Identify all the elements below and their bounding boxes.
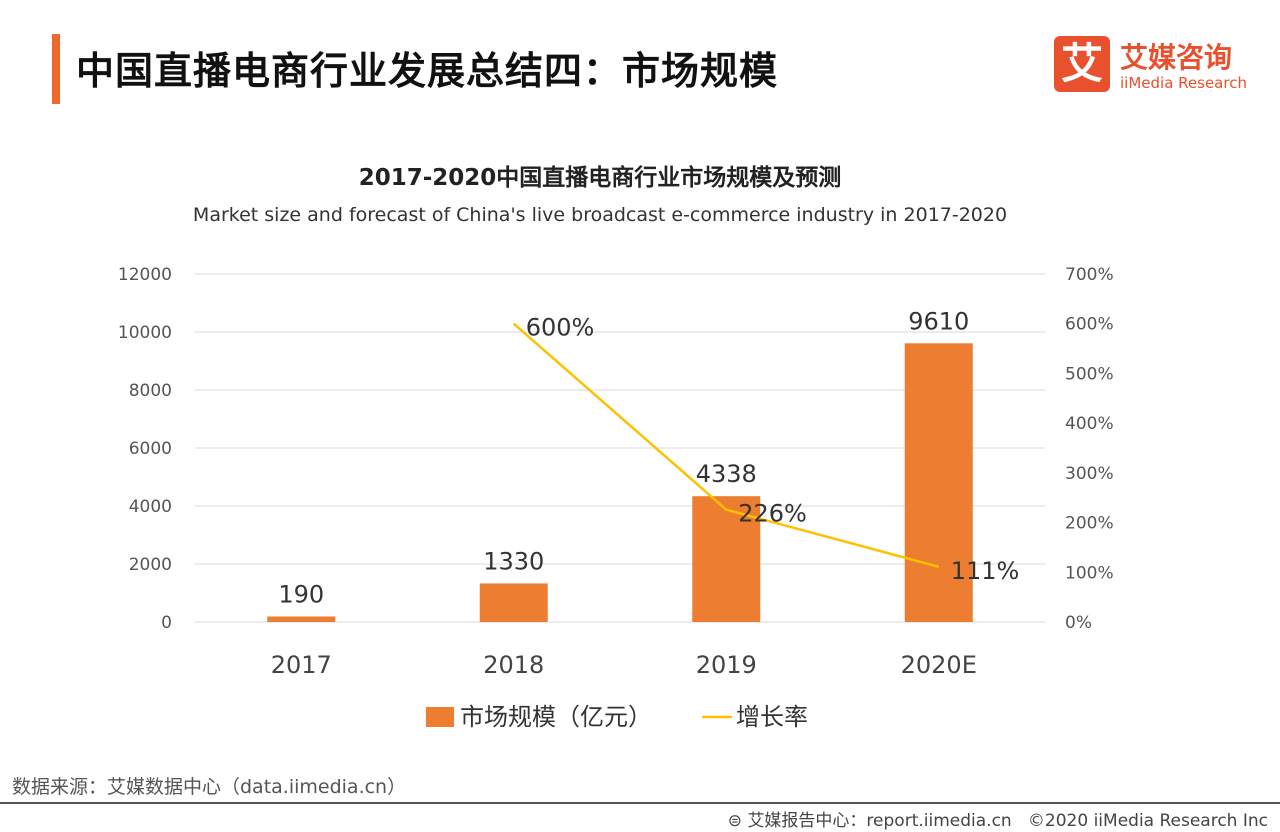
chart-title: 2017-2020中国直播电商行业市场规模及预测 (358, 165, 842, 191)
iimedia-logo: 艾 艾媒咨询 iiMedia Research (1054, 36, 1254, 96)
bar-label: 9610 (908, 307, 969, 335)
y-right-tick: 100% (1065, 563, 1114, 583)
line-label: 111% (951, 557, 1020, 585)
bar-label: 4338 (696, 460, 757, 488)
y-left-tick: 0 (161, 613, 172, 633)
report-site: 艾媒报告中心：report.iimedia.cn (747, 811, 1012, 831)
y-right-tick: 0% (1065, 613, 1092, 633)
y-left-tick: 8000 (129, 381, 172, 401)
y-right-tick: 500% (1065, 364, 1114, 384)
y-right-tick: 400% (1065, 414, 1114, 434)
chart-subtitle: Market size and forecast of China's live… (192, 204, 1008, 226)
data-source: 数据来源：艾媒数据中心（data.iimedia.cn） (12, 776, 407, 798)
line-label: 600% (526, 314, 595, 342)
bar-2020E (904, 343, 973, 622)
chart: 0 2000 4000 6000 8000 10000 12000 0% 100% 200% 300… (118, 265, 1114, 731)
logo-mark: 艾 (1054, 36, 1110, 92)
logo-en: iiMedia Research (1120, 74, 1247, 92)
bar-2019 (692, 496, 761, 622)
y-left-tick: 12000 (118, 265, 172, 285)
legend-label-bar: 市场规模（亿元） (460, 703, 652, 731)
page-title: 中国直播电商行业发展总结四：市场规模 (76, 49, 779, 93)
x-tick: 2017 (271, 651, 332, 679)
y-left-tick: 10000 (118, 323, 172, 343)
legend-swatch-bar (426, 707, 454, 727)
bar-label: 190 (278, 580, 324, 608)
x-tick: 2019 (696, 651, 757, 679)
y-left-tick: 2000 (129, 555, 172, 575)
bar-label: 1330 (483, 547, 544, 575)
growth-rate-line (512, 322, 940, 569)
title-accent-bar (52, 34, 60, 104)
x-tick: 2020E (901, 651, 977, 679)
bar-2017 (267, 616, 336, 622)
y-right-tick: 300% (1065, 464, 1114, 484)
copyright: ©2020 iiMedia Research Inc (1027, 811, 1268, 831)
logo-cn: 艾媒咨询 (1120, 41, 1233, 74)
report-icon: ⊜ (727, 811, 748, 831)
line-label: 226% (738, 500, 807, 528)
y-right-tick: 700% (1065, 265, 1114, 285)
footer-divider (0, 802, 1280, 804)
y-right-tick: 200% (1065, 514, 1114, 534)
y-left-tick: 4000 (129, 497, 172, 517)
bar-2018 (479, 583, 548, 622)
y-right-tick: 600% (1065, 315, 1114, 335)
footer: ⊜ 艾媒报告中心：report.iimedia.cn ©2020 iiMedia… (728, 806, 1268, 831)
y-left-tick: 6000 (129, 439, 172, 459)
legend-label-line: 增长率 (736, 703, 808, 731)
x-tick: 2018 (483, 651, 544, 679)
